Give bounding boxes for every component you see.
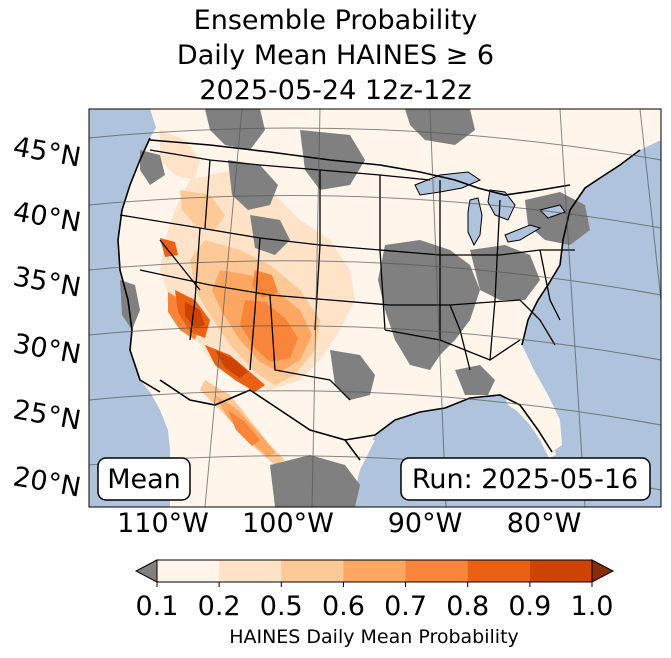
lat-label-25: 25°N bbox=[11, 394, 83, 436]
gray-area-can bbox=[405, 109, 475, 145]
lon-line-90 bbox=[429, 109, 447, 507]
prob-area-0-9 bbox=[185, 302, 205, 328]
lat-line-35 bbox=[89, 260, 661, 296]
colorbar: 0.1 0.2 0.5 0.6 0.7 0.8 0.9 1.0 HAINES Daily Me… bbox=[134, 559, 615, 648]
colorbar-segment-1 bbox=[219, 560, 282, 582]
colorbar-tick-label-3: 0.6 bbox=[322, 591, 365, 622]
colorbar-tick-label-4: 0.7 bbox=[384, 591, 427, 622]
lat-line-25 bbox=[89, 390, 661, 426]
gray-area-tx bbox=[330, 350, 375, 400]
colorbar-segment-0 bbox=[157, 560, 220, 582]
colorbar-segment-2 bbox=[281, 560, 344, 582]
colorbar-segment-5 bbox=[467, 560, 531, 582]
colorbar-under-triangle bbox=[134, 559, 158, 583]
colorbar-over-triangle bbox=[591, 559, 615, 583]
lat-line-45 bbox=[89, 127, 661, 161]
title-line-1: Ensemble Probability bbox=[193, 5, 478, 36]
lat-label-40: 40°N bbox=[11, 196, 83, 238]
run-label: Run: 2025-05-16 bbox=[412, 464, 638, 495]
prob-area-0-9b bbox=[215, 350, 248, 378]
lake-michigan bbox=[467, 197, 483, 247]
prob-area-0-7d bbox=[228, 410, 260, 446]
prob-area-0-7c bbox=[252, 270, 278, 298]
lat-label-45: 45°N bbox=[11, 131, 83, 173]
title-line-2: Daily Mean HAINES ≥ 6 bbox=[176, 40, 495, 71]
mean-label: Mean bbox=[107, 464, 181, 495]
colorbar-tick-label-2: 0.5 bbox=[260, 591, 303, 622]
gray-area-mex bbox=[270, 455, 360, 507]
lon-label-100: 100°W bbox=[242, 508, 334, 539]
gray-area-se bbox=[455, 365, 495, 395]
lake-erie bbox=[504, 224, 542, 243]
gray-area-pnw bbox=[140, 150, 165, 185]
great-lakes bbox=[414, 171, 566, 247]
prob-area-0-8c bbox=[160, 238, 178, 257]
colorbar-frame bbox=[156, 559, 593, 583]
lon-line-110 bbox=[204, 109, 243, 507]
land-canada bbox=[150, 109, 661, 195]
colorbar-segment-6 bbox=[529, 560, 593, 582]
gray-area-ca bbox=[120, 280, 140, 330]
prob-area-0-5b bbox=[180, 190, 225, 230]
lat-label-35: 35°N bbox=[11, 261, 83, 303]
lat-line-30 bbox=[89, 325, 661, 361]
gray-area-nrock bbox=[228, 160, 278, 210]
map-panel bbox=[89, 109, 661, 507]
lake-huron bbox=[487, 189, 516, 221]
lon-line-70 bbox=[639, 109, 661, 301]
lat-label-30: 30°N bbox=[11, 328, 83, 370]
lon-label-110: 110°W bbox=[117, 508, 209, 539]
lake-superior bbox=[414, 171, 482, 196]
lon-label-80: 80°W bbox=[507, 508, 582, 539]
lat-label-20: 20°N bbox=[11, 461, 83, 503]
colorbar-tick-label-1: 0.2 bbox=[198, 591, 241, 622]
lat-line-40 bbox=[89, 195, 661, 229]
colorbar-tick-label-6: 0.9 bbox=[508, 591, 551, 622]
longitude-labels: 110°W 100°W 90°W 80°W bbox=[117, 508, 581, 539]
gray-area-nw bbox=[205, 109, 265, 150]
colorbar-segment-4 bbox=[405, 560, 469, 582]
lon-line-80 bbox=[559, 109, 586, 507]
title-line-3: 2025-05-24 12z-12z bbox=[199, 75, 472, 106]
land-baja bbox=[165, 380, 215, 475]
colorbar-tick-label-0: 0.1 bbox=[136, 591, 179, 622]
colorbar-label: HAINES Daily Mean Probability bbox=[229, 626, 519, 648]
state-boundaries bbox=[119, 149, 575, 401]
colorbar-tick-label-7: 1.0 bbox=[571, 591, 614, 622]
run-box: Run: 2025-05-16 bbox=[400, 457, 651, 501]
map-frame bbox=[88, 108, 662, 508]
lon-label-90: 90°W bbox=[388, 508, 463, 539]
colorbar-segment-3 bbox=[343, 560, 407, 582]
lon-line-100 bbox=[311, 109, 321, 507]
land-florida bbox=[505, 398, 556, 458]
latitude-labels: 45°N 40°N 35°N 30°N 25°N 20°N bbox=[11, 131, 83, 503]
coastlines bbox=[117, 137, 641, 461]
mean-box: Mean bbox=[97, 457, 191, 501]
colorbar-tick-label-5: 0.8 bbox=[446, 591, 489, 622]
